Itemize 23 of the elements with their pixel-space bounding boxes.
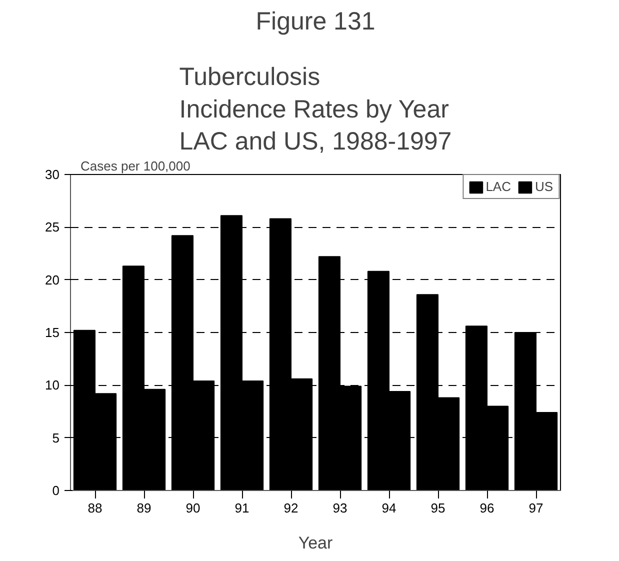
x-tick-label: 93 xyxy=(332,500,348,516)
x-axis-title: Year xyxy=(298,534,334,552)
chart-subtitle: Tuberculosis Incidence Rates by Year LAC and US, 1988-1997 xyxy=(179,63,452,156)
y-tick-label: 0 xyxy=(52,483,60,498)
x-tick-label: 91 xyxy=(234,500,250,516)
x-tick-label: 96 xyxy=(480,500,494,516)
x-tick-label: 88 xyxy=(88,500,102,516)
y-tick-label: 15 xyxy=(45,325,60,340)
legend-label: US xyxy=(535,179,554,194)
x-tick-label: 92 xyxy=(284,500,298,516)
x-tick-label: 95 xyxy=(430,500,446,516)
y-tick-label: 30 xyxy=(45,167,60,182)
y-axis-title: Cases per 100,000 xyxy=(80,158,190,174)
y-tick-label: 5 xyxy=(52,430,60,446)
y-tick-label: 25 xyxy=(45,220,60,235)
x-tick-label: 89 xyxy=(136,500,152,516)
y-tick-label: 10 xyxy=(45,378,60,393)
y-tick-label: 20 xyxy=(45,272,60,288)
x-tick-label: 97 xyxy=(528,500,544,516)
x-tick-label: 94 xyxy=(382,500,396,516)
chart-title: Figure 131 xyxy=(256,8,376,36)
x-tick-label: 90 xyxy=(186,500,200,516)
legend-label: LAC xyxy=(486,179,511,194)
